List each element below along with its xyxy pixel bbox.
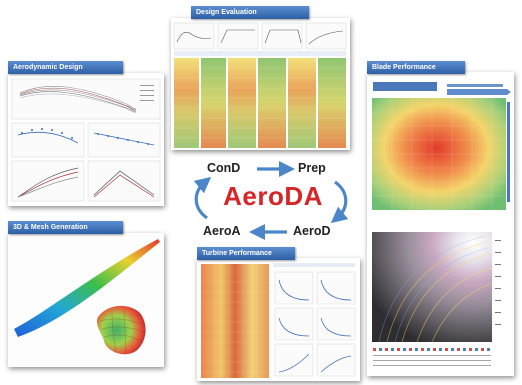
airfoil-curves xyxy=(19,86,137,114)
aerodynamic-design-panel xyxy=(8,73,164,206)
mesh-generation-title: 3D & Mesh Generation xyxy=(8,221,123,234)
blade-3d-render xyxy=(14,239,160,356)
arrow-prep-to-aerod xyxy=(330,180,349,224)
turbine-performance-plots xyxy=(201,263,356,378)
mesh-generation-panel xyxy=(8,233,164,367)
blade-performance-panel xyxy=(367,72,514,376)
aerodynamic-design-plots xyxy=(11,78,161,202)
blade-shape xyxy=(14,239,160,337)
turbine-performance-title: Turbine Performance xyxy=(197,247,295,260)
hub-mesh-shape xyxy=(96,305,146,355)
blade-performance-plots xyxy=(372,82,511,366)
arrow-aeroa-to-cond xyxy=(193,176,212,220)
design-evaluation-title: Design Evaluation xyxy=(191,6,309,19)
aerodynamic-design-title: Aerodynamic Design xyxy=(8,61,123,74)
step-cond-label: ConD xyxy=(207,161,241,175)
step-aerod-label: AeroD xyxy=(293,224,331,238)
turbine-performance-panel xyxy=(197,258,360,381)
design-evaluation-plots xyxy=(173,22,347,148)
aeroda-cycle-diagram: ConD Prep AeroDA AeroD AeroA xyxy=(185,152,360,247)
cycle-arrows xyxy=(193,161,349,240)
step-prep-label: Prep xyxy=(298,161,326,175)
design-evaluation-panel xyxy=(171,18,350,150)
aeroda-brand-label: AeroDA xyxy=(223,181,323,211)
blade-performance-title: Blade Performance xyxy=(367,61,465,74)
step-aeroa-label: AeroA xyxy=(203,224,241,238)
